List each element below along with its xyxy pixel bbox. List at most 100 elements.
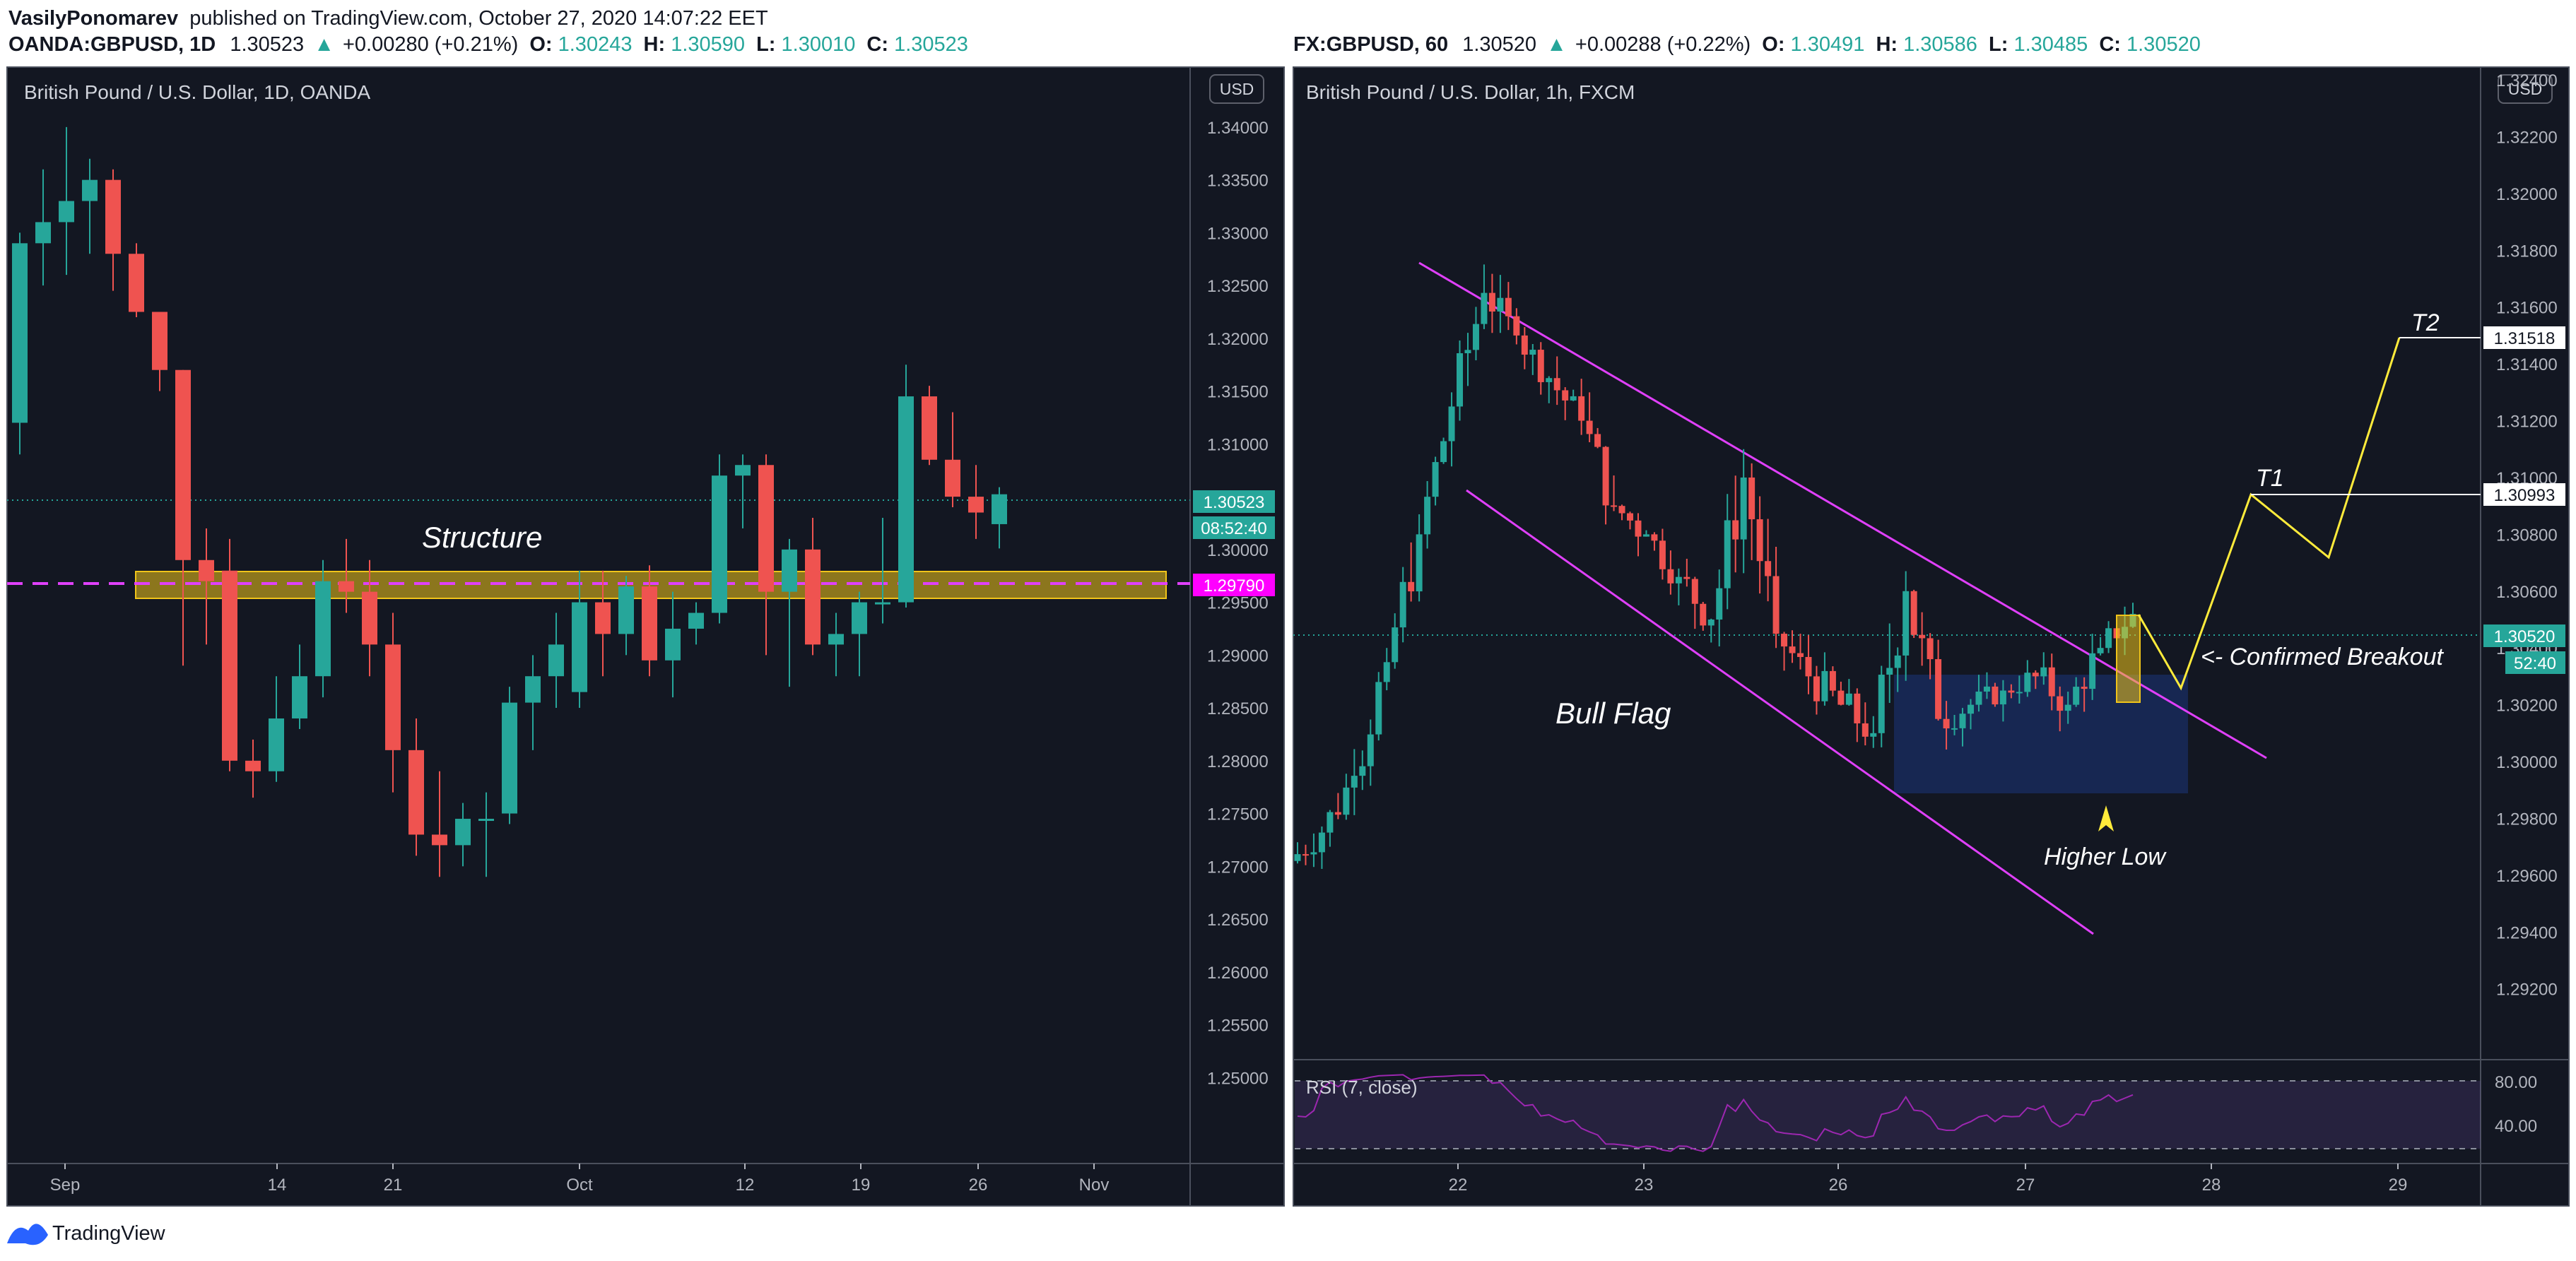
header-background [0,0,2576,64]
right-candle-body [1732,520,1739,540]
left-candle-body [105,179,121,254]
left-x-tick-label: Oct [566,1176,593,1195]
right-candle-body [1772,576,1780,634]
right-y-tick-label: 1.30800 [2496,526,2558,545]
right-l-label: L: [1989,33,2008,56]
right-candle-body [1886,668,1893,675]
right-candle-body [1975,691,1982,705]
right-change: +0.00288 (+0.22%) [1575,33,1751,56]
left-candle-body [735,465,751,476]
left-level-tag-text: 1.29790 [1204,576,1265,596]
right-candle-body [1983,686,1990,692]
right-candle-body [1627,513,1634,521]
left-candle-body [292,676,307,719]
right-candle-body [1781,634,1788,647]
left-y-tick-label: 1.25000 [1207,1069,1269,1088]
left-candle-body [782,549,797,592]
right-y-tick-label: 1.32200 [2496,128,2558,147]
right-candle-body [1602,446,1609,506]
right-candle-body [1334,812,1341,815]
right-candle-body [1432,462,1439,497]
left-o-label: O: [529,33,552,56]
left-candle-body [665,628,681,661]
left-price-tag-text: 1.30523 [1204,493,1265,512]
left-candle-body [12,243,28,423]
left-candle-body [478,819,494,822]
left-candle-body [432,834,447,846]
higher-low-label: Higher Low [2044,843,2167,870]
right-candle-body [1578,396,1585,421]
right-currency-button[interactable]: USD [2498,74,2553,104]
right-candle-body [1448,406,1455,442]
right-candle-body [1862,723,1869,737]
right-candle-body [1813,676,1820,701]
right-panel [1293,66,2570,1207]
right-candle-body [1310,852,1317,855]
right-price-tag-text: 1.30520 [2494,627,2556,646]
right-candle-body [1416,534,1423,592]
right-candle-body [1497,297,1504,312]
right-candle-body [1327,812,1334,833]
left-chart-title: British Pound / U.S. Dollar, 1D, OANDA [24,81,371,103]
header-line: VasilyPonomarev published on TradingView… [8,7,768,30]
left-price-tag [1193,490,1275,513]
left-candle-body [175,369,191,560]
right-candle-body [2024,673,2031,692]
right-time-axis: 22 23 26 27 28 29 [1449,1164,2407,1195]
right-candle-body [1700,603,1707,626]
left-currency-button[interactable]: USD [1209,74,1264,104]
left-candle-body [945,459,960,497]
left-candle-body [828,634,844,645]
left-y-tick-label: 1.32500 [1207,277,1269,296]
right-currency-label: USD [2508,80,2543,98]
right-candle-body [1651,534,1658,541]
right-candle-body [1457,353,1464,407]
t2-price-tag [2483,326,2565,349]
right-candle-body [1392,627,1399,663]
left-level-tag [1193,574,1275,596]
left-candle-body [35,222,51,244]
right-candle-body [1756,519,1763,562]
left-y-tick-label: 1.25500 [1207,1017,1269,1036]
right-candle-body [1635,520,1642,537]
flag-lower-channel[interactable] [1466,489,2094,935]
breakout-candle-highlight[interactable] [2116,615,2141,703]
right-candle-body [1821,670,1828,701]
right-y-tick-label: 1.31400 [2496,355,2558,374]
right-candle-body [1505,297,1512,316]
right-candle-body [1359,766,1366,776]
right-x-tick-label: 28 [2202,1176,2221,1195]
t1-price-tag-text: 1.30993 [2494,486,2556,505]
left-y-tick-label: 1.28500 [1207,699,1269,718]
structure-label: Structure [422,521,542,554]
left-symbol: OANDA:GBPUSD, 1D [8,33,216,56]
left-price: 1.30523 [230,33,304,56]
left-candle-body [712,475,727,613]
left-candle-body [269,718,284,771]
left-candle-body [968,497,984,513]
left-y-tick-label: 1.33500 [1207,172,1269,191]
tradingview-logo[interactable]: TradingView [7,1222,166,1245]
t2-label: T2 [2411,309,2440,336]
right-candle-body [2081,687,2088,689]
left-close: 1.30523 [894,33,968,56]
right-candle-body [2089,653,2096,689]
left-candle-body [455,819,471,846]
right-candle-body [1302,854,1309,856]
right-candle-body [1724,520,1731,588]
left-candle-body [525,676,541,703]
right-candle-body [1481,292,1488,324]
right-y-tick-label: 1.32400 [2496,71,2558,90]
left-y-tick-label: 1.29000 [1207,646,1269,665]
right-candle-body [1513,316,1520,336]
right-candle-body [1529,350,1536,355]
right-candle-body [1829,670,1836,691]
left-x-tick-label: 14 [268,1176,287,1195]
left-candle-body [129,254,144,312]
right-candle-body [1440,441,1447,463]
right-candle-body [1707,619,1715,626]
t1-label: T1 [2256,465,2284,492]
rsi-tick-40: 40.00 [2495,1117,2537,1136]
